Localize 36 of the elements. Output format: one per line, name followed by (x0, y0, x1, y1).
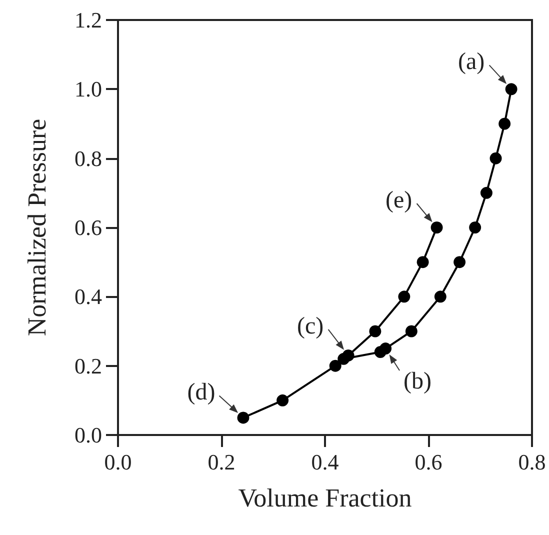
point (430, 222, 443, 234)
x-tick-label: 0.2 (208, 450, 236, 474)
y-tick-label: 0.2 (74, 353, 102, 378)
annotation: (d) (187, 380, 216, 406)
annotation: (a) (458, 49, 485, 76)
point (329, 360, 342, 372)
y-tick-label: 0.4 (74, 284, 102, 310)
point (405, 325, 418, 338)
x-tick-label: 0.0 (104, 450, 132, 474)
y-tick-label: 1.0 (74, 76, 102, 102)
y-tick-label: 0.6 (74, 215, 102, 240)
y-tick-label: 1.2 (74, 8, 102, 32)
annotation: (c) (296, 313, 324, 340)
annotation: (e) (385, 188, 412, 214)
y-tick-label: 0.8 (74, 146, 102, 171)
point (374, 346, 386, 358)
x-tick-label: 0.6 (414, 450, 442, 474)
point (490, 152, 502, 164)
point (469, 222, 482, 234)
point (434, 290, 446, 303)
point (416, 256, 429, 268)
point (342, 349, 354, 362)
y-axis-title: Normalized Pressure (22, 118, 52, 336)
x-tick-label: 0.8 (518, 450, 546, 474)
point (454, 256, 466, 268)
point (276, 394, 289, 406)
point (369, 325, 382, 338)
point (498, 118, 511, 130)
point (480, 186, 492, 199)
y-tick-label: 0.0 (74, 422, 102, 448)
point (237, 412, 250, 424)
x-axis-title: Volume Fraction (238, 484, 412, 512)
x-tick-label: 0.4 (311, 450, 339, 474)
point (505, 83, 518, 96)
point (398, 290, 410, 303)
annotation: (b) (404, 368, 432, 395)
